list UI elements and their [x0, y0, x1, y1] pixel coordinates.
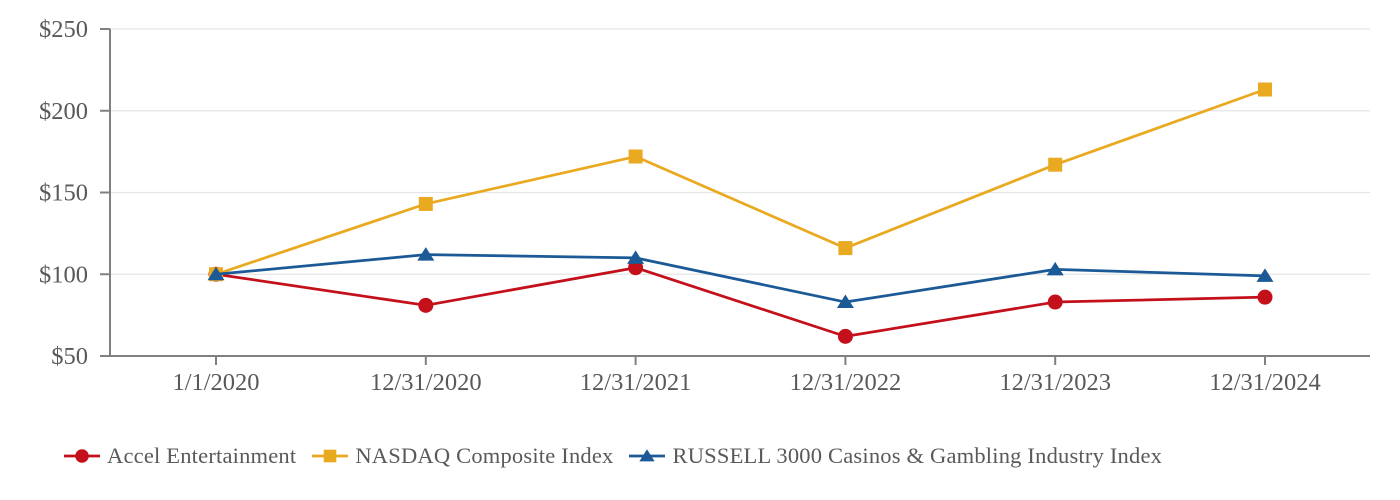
series-line: [215, 253, 1266, 304]
data-point-marker-square: [1258, 82, 1272, 97]
series-line: [215, 266, 1266, 338]
legend-item-accel-entertainment: Accel Entertainment: [64, 443, 296, 469]
data-point-marker-triangle: [1256, 268, 1274, 282]
data-point-marker-triangle: [639, 449, 656, 462]
legend-square-marker-icon: [312, 449, 349, 463]
data-point-marker-square: [324, 449, 337, 463]
data-point-marker-triangle: [417, 247, 435, 261]
data-point-marker-square: [418, 196, 433, 211]
data-point-marker-triangle: [207, 266, 225, 281]
data-point-marker-circle: [628, 260, 644, 276]
x-axis-tick-label: 12/31/2023: [999, 369, 1111, 396]
y-axis-tick-label: $150: [39, 180, 88, 207]
data-point-marker-triangle: [1046, 261, 1064, 276]
data-point-marker-circle: [837, 328, 853, 344]
legend-item-russell-3000: RUSSELL 3000 Casinos & Gambling Industry…: [629, 443, 1162, 469]
data-point-marker-circle: [1257, 289, 1273, 305]
legend-circle-marker-icon: [64, 449, 100, 463]
data-point-marker-triangle: [836, 294, 854, 309]
data-point-marker-triangle: [627, 250, 645, 264]
data-point-marker-square: [628, 149, 643, 164]
x-axis-tick-label: 12/31/2020: [370, 369, 482, 396]
x-axis-tick-label: 12/31/2021: [580, 369, 692, 396]
y-axis-tick-label: $250: [39, 16, 88, 43]
line-chart-plot: $50 $100 $150 $200 $250 1/1/2020 12/31/2020 12/…: [39, 16, 1370, 396]
legend-label-nasdaq-composite: NASDAQ Composite Index: [355, 443, 614, 468]
chart-legend: Accel Entertainment NASDAQ Composite Ind…: [64, 443, 1162, 469]
y-axis-tick-label: $200: [39, 98, 88, 125]
data-point-marker-square: [1048, 157, 1063, 172]
data-point-marker-circle: [418, 297, 434, 313]
legend-label-russell-3000: RUSSELL 3000 Casinos & Gambling Industry…: [672, 443, 1163, 468]
y-axis-tick-label: $100: [39, 261, 88, 288]
data-point-marker-circle: [75, 449, 89, 463]
x-axis-tick-label: 12/31/2024: [1209, 369, 1321, 396]
data-point-marker-circle: [1047, 294, 1063, 310]
data-point-marker-square: [838, 241, 853, 256]
series-line: [215, 88, 1266, 276]
x-axis-tick-label: 12/31/2022: [790, 369, 902, 396]
x-axis-tick-label: 1/1/2020: [172, 369, 259, 396]
y-axis-tick-label: $50: [51, 343, 88, 370]
legend-item-nasdaq-composite: NASDAQ Composite Index: [312, 443, 613, 469]
legend-label-accel-entertainment: Accel Entertainment: [107, 443, 297, 468]
legend-triangle-marker-icon: [629, 449, 666, 462]
